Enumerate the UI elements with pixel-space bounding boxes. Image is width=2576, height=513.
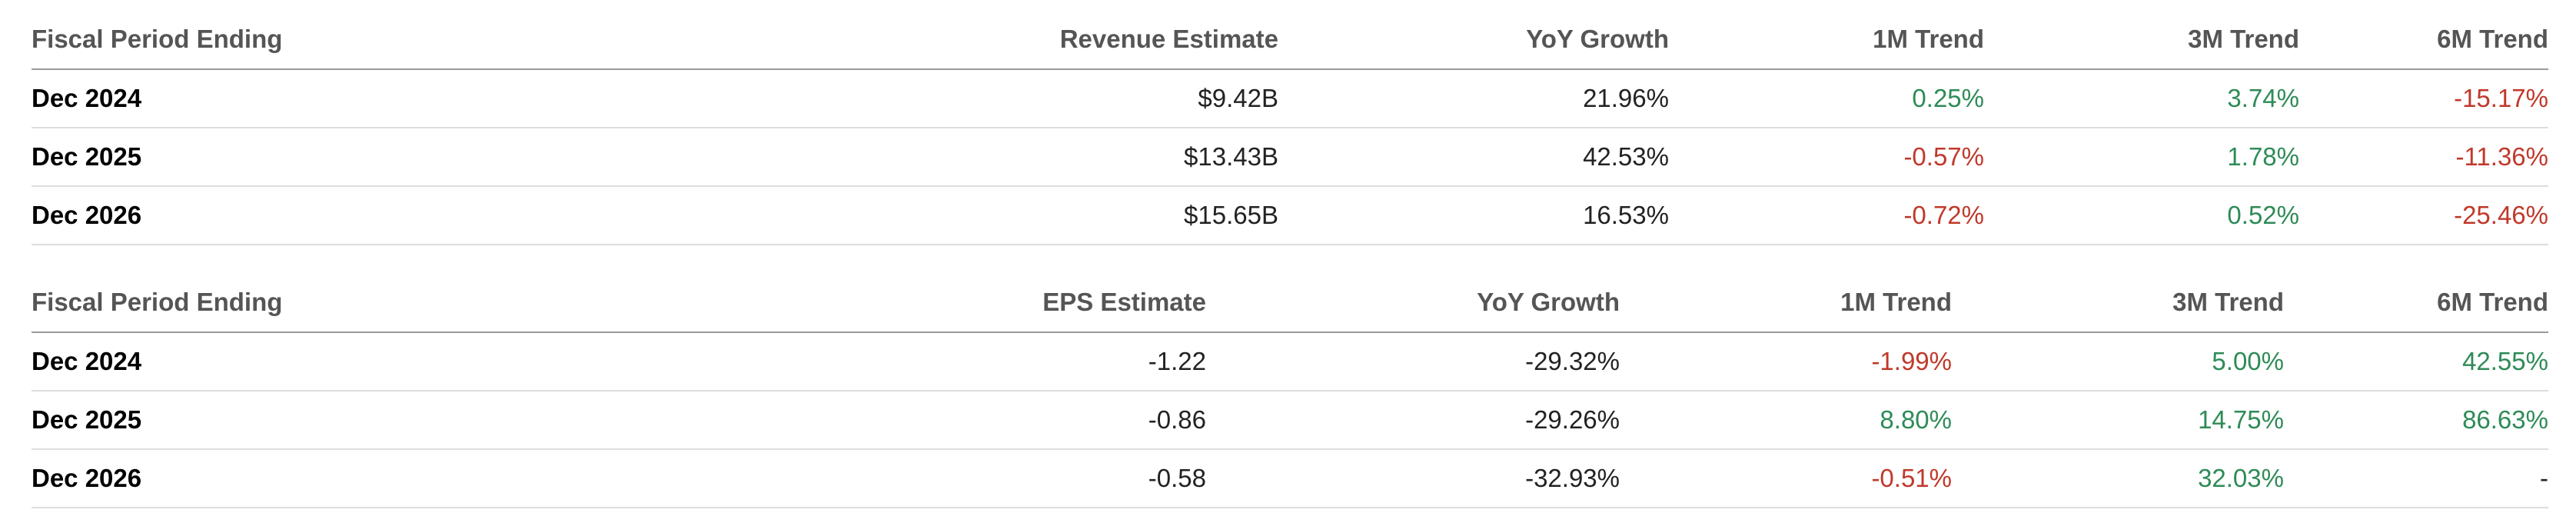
table-row: Dec 2026 $15.65B 16.53% -0.72% 0.52% -25… [32, 186, 2548, 245]
column-header-yoy-growth[interactable]: YoY Growth [1206, 273, 1620, 333]
column-header-3m-trend[interactable]: 3M Trend [1984, 10, 2299, 70]
trend-3m-cell: 1.78% [1984, 128, 2299, 187]
revenue-estimate-cell: $15.65B [454, 186, 1278, 245]
column-header-fiscal-period[interactable]: Fiscal Period Ending [32, 273, 454, 333]
trend-6m-cell: -11.36% [2299, 128, 2548, 187]
trend-6m-cell: -15.17% [2299, 69, 2548, 128]
trend-6m-cell: 42.55% [2284, 332, 2548, 391]
period-cell: Dec 2026 [32, 186, 454, 245]
trend-3m-cell: 14.75% [1952, 391, 2284, 450]
revenue-estimate-cell: $9.42B [454, 69, 1278, 128]
table-row: Dec 2025 -0.86 -29.26% 8.80% 14.75% 86.6… [32, 391, 2548, 450]
column-header-6m-trend[interactable]: 6M Trend [2299, 10, 2548, 70]
trend-6m-cell: -25.46% [2299, 186, 2548, 245]
trend-3m-cell: 32.03% [1952, 449, 2284, 508]
trend-1m-cell: -0.51% [1620, 449, 1952, 508]
period-cell: Dec 2025 [32, 128, 454, 187]
trend-1m-cell: 8.80% [1620, 391, 1952, 450]
column-header-revenue-estimate[interactable]: Revenue Estimate [454, 10, 1278, 70]
table-row: Dec 2024 $9.42B 21.96% 0.25% 3.74% -15.1… [32, 69, 2548, 128]
trend-1m-cell: -0.72% [1669, 186, 1984, 245]
yoy-growth-cell: 42.53% [1278, 128, 1669, 187]
table-row: Dec 2024 -1.22 -29.32% -1.99% 5.00% 42.5… [32, 332, 2548, 391]
trend-1m-cell: 0.25% [1669, 69, 1984, 128]
revenue-estimate-cell: $13.43B [454, 128, 1278, 187]
period-cell: Dec 2024 [32, 332, 454, 391]
column-header-fiscal-period[interactable]: Fiscal Period Ending [32, 10, 454, 70]
column-header-yoy-growth[interactable]: YoY Growth [1278, 10, 1669, 70]
period-cell: Dec 2024 [32, 69, 454, 128]
period-cell: Dec 2026 [32, 449, 454, 508]
trend-3m-cell: 3.74% [1984, 69, 2299, 128]
revenue-estimates-table: Fiscal Period Ending Revenue Estimate Yo… [32, 10, 2548, 245]
eps-estimate-cell: -0.58 [454, 449, 1206, 508]
yoy-growth-cell: -32.93% [1206, 449, 1620, 508]
trend-1m-cell: -1.99% [1620, 332, 1952, 391]
table-row: Dec 2025 $13.43B 42.53% -0.57% 1.78% -11… [32, 128, 2548, 187]
table-row: Dec 2026 -0.58 -32.93% -0.51% 32.03% - [32, 449, 2548, 508]
eps-estimates-table: Fiscal Period Ending EPS Estimate YoY Gr… [32, 273, 2548, 508]
period-cell: Dec 2025 [32, 391, 454, 450]
table-header-row: Fiscal Period Ending EPS Estimate YoY Gr… [32, 273, 2548, 333]
column-header-6m-trend[interactable]: 6M Trend [2284, 273, 2548, 333]
yoy-growth-cell: -29.26% [1206, 391, 1620, 450]
trend-3m-cell: 5.00% [1952, 332, 2284, 391]
yoy-growth-cell: 16.53% [1278, 186, 1669, 245]
column-header-3m-trend[interactable]: 3M Trend [1952, 273, 2284, 333]
eps-estimate-cell: -1.22 [454, 332, 1206, 391]
yoy-growth-cell: 21.96% [1278, 69, 1669, 128]
yoy-growth-cell: -29.32% [1206, 332, 1620, 391]
trend-6m-cell: - [2284, 449, 2548, 508]
trend-3m-cell: 0.52% [1984, 186, 2299, 245]
eps-estimate-cell: -0.86 [454, 391, 1206, 450]
column-header-eps-estimate[interactable]: EPS Estimate [454, 273, 1206, 333]
table-header-row: Fiscal Period Ending Revenue Estimate Yo… [32, 10, 2548, 70]
column-header-1m-trend[interactable]: 1M Trend [1669, 10, 1984, 70]
trend-6m-cell: 86.63% [2284, 391, 2548, 450]
column-header-1m-trend[interactable]: 1M Trend [1620, 273, 1952, 333]
trend-1m-cell: -0.57% [1669, 128, 1984, 187]
